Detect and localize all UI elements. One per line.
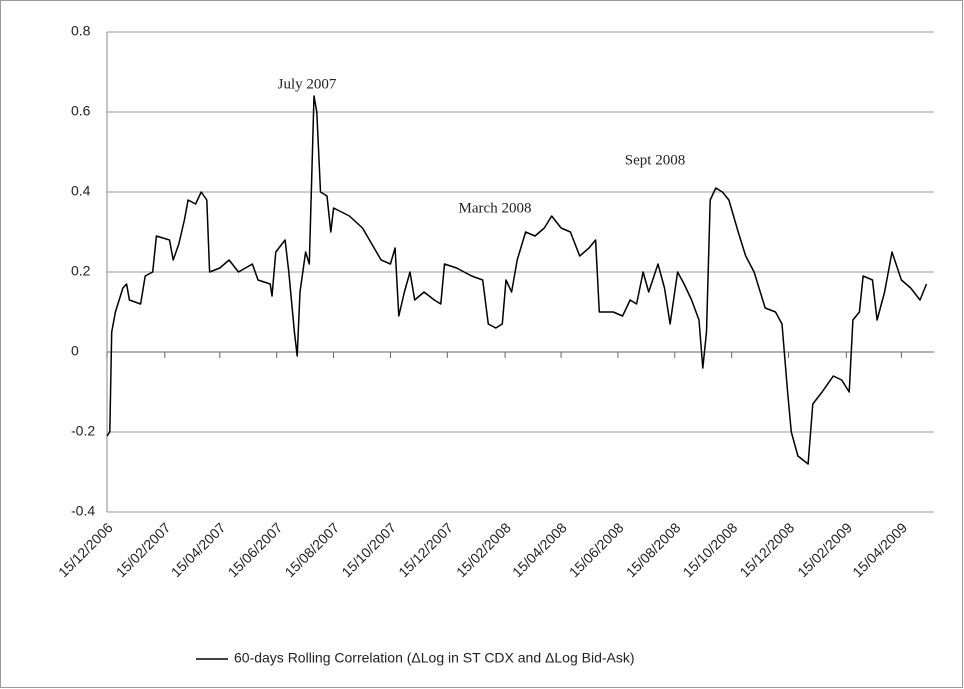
y-tick-label: -0.4 [71,503,95,519]
legend-label: 60-days Rolling Correlation (ΔLog in ST … [234,650,635,666]
y-tick-label: 0.6 [71,103,91,119]
annotation: Sept 2008 [625,152,685,168]
y-tick-label: 0.4 [71,183,91,199]
y-tick-label: 0 [71,343,79,359]
annotation: March 2008 [459,200,532,216]
data-line [106,95,928,465]
y-tick-label: 0.2 [71,263,91,279]
y-tick-label: 0.8 [71,23,91,39]
y-tick-label: -0.2 [71,423,95,439]
annotation: July 2007 [278,76,337,92]
